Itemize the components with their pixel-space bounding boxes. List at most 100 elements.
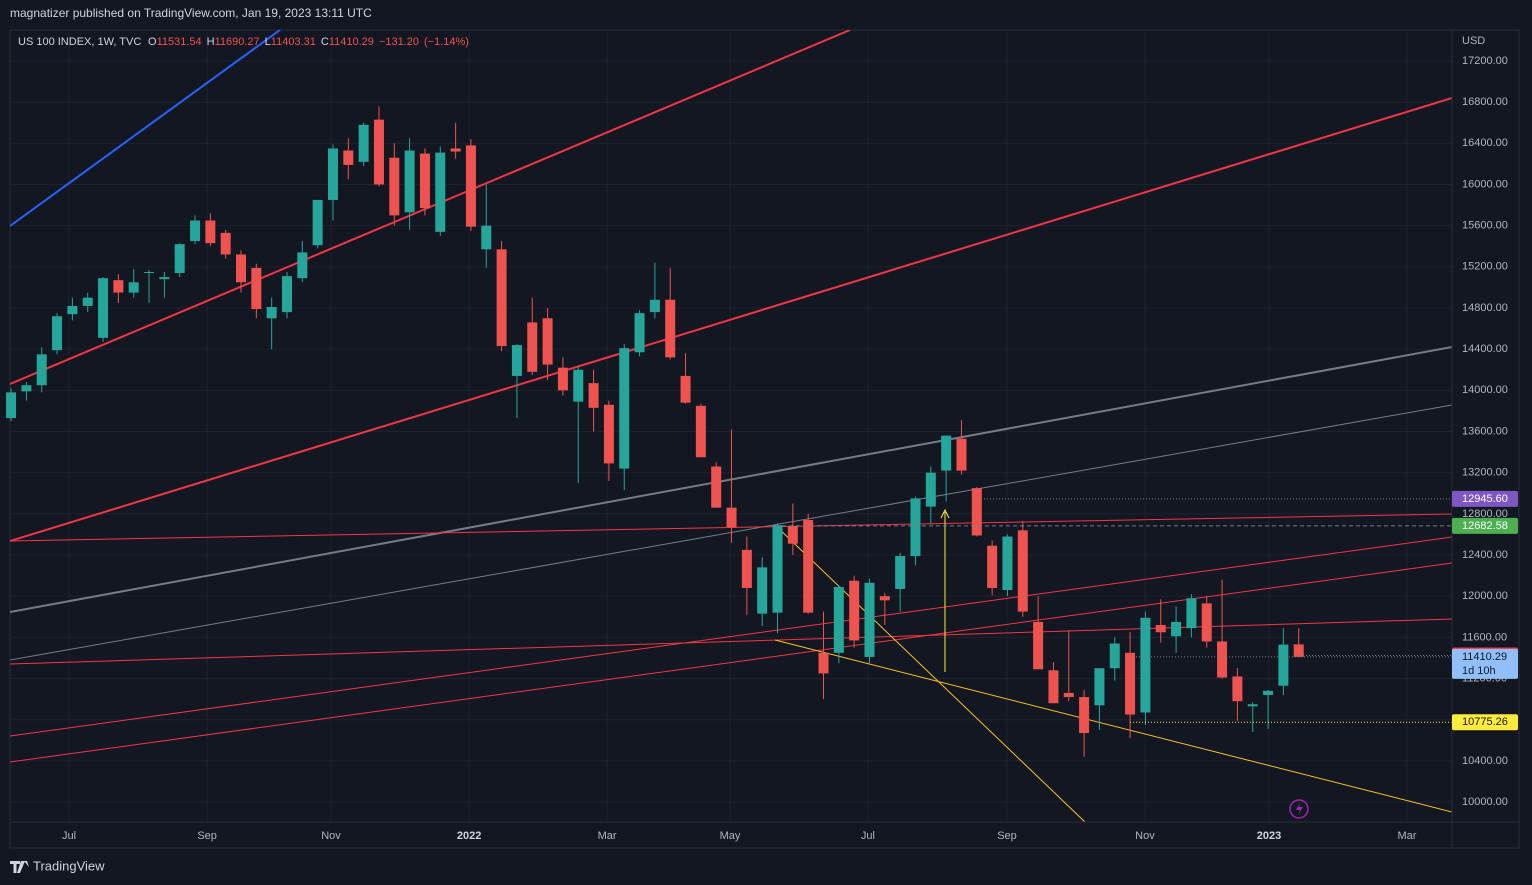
body <box>787 526 798 544</box>
body <box>757 567 768 614</box>
body <box>741 549 752 588</box>
body <box>1033 621 1044 670</box>
trend-line <box>10 30 281 227</box>
trend-line <box>10 536 1452 737</box>
body <box>680 375 691 403</box>
x-tick-label: Jul <box>62 830 76 842</box>
body <box>36 354 47 386</box>
body <box>588 383 599 408</box>
y-tick-label: 10000.00 <box>1462 796 1508 808</box>
y-tick-label: 13600.00 <box>1462 425 1508 437</box>
y-tick-label: 12800.00 <box>1462 508 1508 520</box>
body <box>910 498 921 557</box>
body <box>205 220 216 244</box>
body <box>1278 644 1289 686</box>
y-tick-label: 16800.00 <box>1462 96 1508 108</box>
body <box>987 545 998 588</box>
y-tick-label: 16000.00 <box>1462 178 1508 190</box>
drawings <box>10 30 1452 822</box>
footer: TradingView <box>10 858 105 873</box>
body <box>496 249 507 347</box>
axes: USD 10000.0010400.0010800.0011200.001160… <box>10 30 1519 848</box>
body <box>941 435 952 471</box>
legend-item: (−1.14%) <box>424 36 469 48</box>
body <box>849 580 860 641</box>
body <box>358 124 369 162</box>
body <box>879 596 890 601</box>
body <box>971 488 982 536</box>
y-tick-label: 14000.00 <box>1462 384 1508 396</box>
y-tick-label: 12400.00 <box>1462 549 1508 561</box>
currency-label: USD <box>1462 35 1485 47</box>
body <box>113 280 124 293</box>
frame <box>9 29 1520 849</box>
body <box>1247 704 1258 707</box>
body <box>1048 670 1059 704</box>
body <box>1201 603 1212 642</box>
legend-item: L <box>265 36 271 48</box>
brand: TradingView <box>33 858 105 873</box>
trend-line <box>10 404 1452 661</box>
trend-line <box>774 524 1086 822</box>
y-tick-label: 12000.00 <box>1462 590 1508 602</box>
legend-item: 11690.27 <box>215 36 260 48</box>
body <box>619 348 630 469</box>
body <box>67 305 78 315</box>
body <box>1079 697 1090 734</box>
body <box>98 278 109 338</box>
body <box>1002 536 1013 591</box>
body <box>1094 668 1105 706</box>
price-marker-label: 11410.29 <box>1462 651 1507 663</box>
trend-line <box>10 346 1452 613</box>
body <box>1217 641 1228 678</box>
trend-line <box>10 30 851 385</box>
body <box>1063 692 1074 698</box>
body <box>389 157 400 216</box>
trend-line <box>10 562 1452 763</box>
body <box>128 282 139 293</box>
x-tick-label: Sep <box>197 830 217 842</box>
price-marker-label: 12682.58 <box>1462 520 1508 532</box>
body <box>772 525 783 613</box>
body <box>1232 676 1243 702</box>
body <box>542 318 553 365</box>
body <box>818 652 829 674</box>
body <box>343 150 354 165</box>
logo <box>10 861 29 873</box>
y-tick-label: 16400.00 <box>1462 137 1508 149</box>
legend-item: 11403.31 <box>271 36 316 48</box>
y-tick-label: 15600.00 <box>1462 220 1508 232</box>
event-icon[interactable] <box>1289 799 1309 819</box>
candles <box>6 106 1452 757</box>
body <box>159 277 170 280</box>
body <box>833 586 844 653</box>
y-tick-label: 11600.00 <box>1462 631 1507 643</box>
arrow-head <box>940 508 950 519</box>
x-tick-label: Jul <box>861 830 875 842</box>
y-tick-label: 15200.00 <box>1462 261 1508 273</box>
legend-item: H <box>207 36 215 48</box>
countdown: 1d 10h <box>1462 665 1496 677</box>
legend-item: −131.20 <box>379 36 419 48</box>
x-tick-label: 2023 <box>1257 830 1281 842</box>
event-bolt <box>1296 803 1303 815</box>
body <box>465 145 476 227</box>
y-tick-label: 14800.00 <box>1462 302 1508 314</box>
body <box>327 148 338 200</box>
legend-item: 11410.29 <box>329 36 374 48</box>
price-marker-label: 10775.26 <box>1462 716 1508 728</box>
x-tick-label: Mar <box>598 830 617 842</box>
body <box>603 404 614 464</box>
body <box>174 244 185 274</box>
price-marker <box>1452 714 1518 731</box>
body <box>373 119 384 185</box>
body <box>281 276 292 313</box>
body <box>956 438 967 471</box>
body <box>144 271 155 274</box>
trend-line <box>10 97 1452 542</box>
body <box>21 385 32 392</box>
trend-line <box>774 639 1452 813</box>
body <box>266 306 277 319</box>
